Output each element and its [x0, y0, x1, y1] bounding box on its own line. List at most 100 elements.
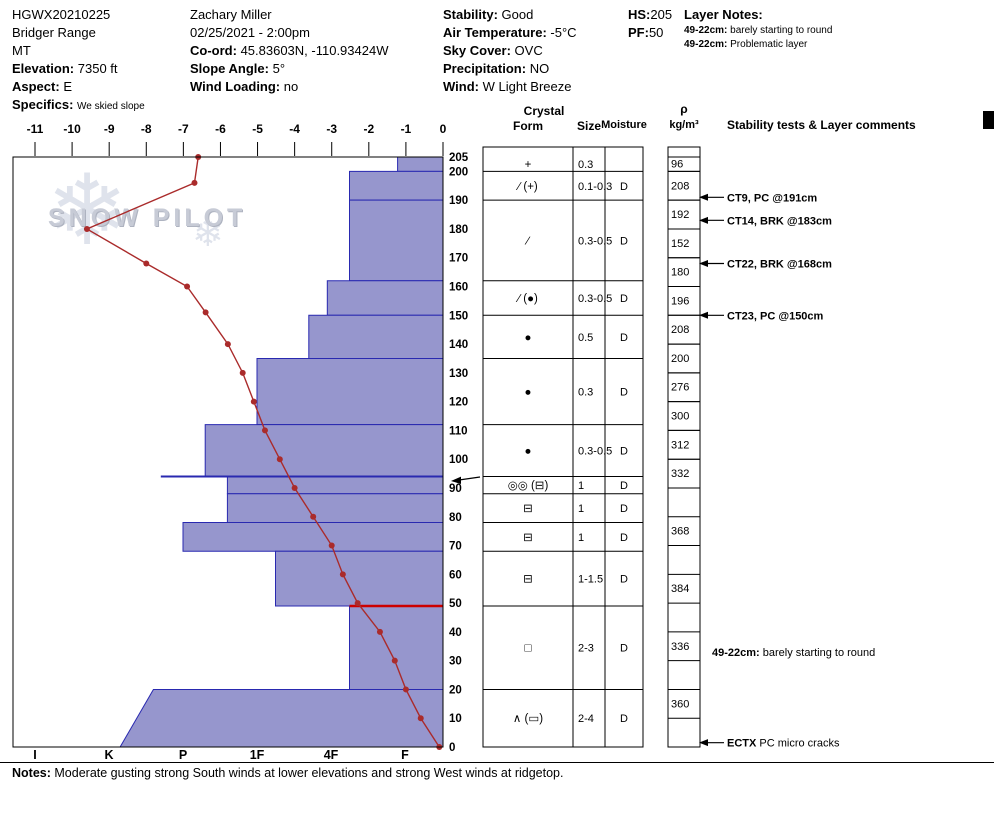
layer-size: 0.1-0.3: [578, 181, 612, 193]
depth-tick-label: 50: [449, 598, 462, 610]
temperature-point: [184, 283, 191, 290]
hardness-layer-bar: [275, 550, 444, 607]
comment-arrowhead: [699, 311, 708, 319]
density-value: 96: [671, 159, 683, 171]
depth-tick-label: 30: [449, 656, 462, 668]
wind-loading-row: Wind Loading: no: [190, 78, 388, 96]
depth-tick-label: 170: [449, 253, 468, 265]
notes-label: Notes:: [12, 766, 51, 780]
temperature-point: [83, 225, 90, 232]
elevation-value: 7350 ft: [77, 61, 118, 76]
layer-note: 49-22cm: Problematic layer: [684, 39, 808, 50]
density-value: 332: [671, 468, 689, 480]
layer-size: 1: [578, 503, 584, 515]
hardness-layer-bar: [204, 424, 444, 477]
density-value: 180: [671, 267, 689, 279]
observer-name: Zachary Miller: [190, 7, 272, 22]
depth-tick-label: 110: [449, 425, 468, 437]
layer-form: ∕ (+): [515, 181, 538, 193]
header-hs-pf-block: HS:205 PF:50: [628, 6, 672, 42]
hs-label: HS:: [628, 7, 651, 22]
hardness-layer-bar: [182, 522, 444, 552]
hardness-layer-bar: [119, 688, 444, 748]
row-pointer-arrow: [458, 476, 481, 481]
layer-moisture: D: [620, 332, 628, 344]
precipitation-label: Precipitation:: [443, 61, 527, 76]
depth-tick-label: 90: [449, 483, 462, 495]
hardness-layer-bar: [349, 199, 444, 282]
temp-tick-label: -11: [27, 122, 44, 136]
temp-tick-label: -4: [289, 122, 300, 136]
depth-tick-label: 200: [449, 166, 468, 178]
layer-form: +: [525, 159, 532, 171]
temperature-point: [339, 571, 346, 578]
layer-moisture: D: [620, 293, 628, 305]
table-header-comments: Stability tests & Layer comments: [727, 118, 916, 132]
temp-tick-label: -3: [326, 122, 337, 136]
layer-size: 0.3-0.5: [578, 446, 612, 458]
stability-label: Stability:: [443, 7, 498, 22]
depth-tick-label: 140: [449, 339, 468, 351]
temperature-point: [376, 628, 383, 635]
header-location-block: HGWX20210225 Bridger Range MT Elevation:…: [12, 6, 145, 116]
precipitation-row: Precipitation: NO: [443, 60, 577, 78]
wind-value: W Light Breeze: [482, 79, 572, 94]
layer-moisture: D: [620, 480, 628, 492]
snowflake-icon: ❄: [46, 154, 129, 268]
hardness-layer-bar: [326, 280, 444, 316]
wind-row: Wind: W Light Breeze: [443, 78, 577, 96]
layer-form: ∕: [524, 235, 531, 247]
coord-row: Co-ord: 45.83603N, -110.93424W: [190, 42, 388, 60]
sky-cover-label: Sky Cover:: [443, 43, 511, 58]
header-layer-notes-block: Layer Notes: 49-22cm: barely starting to…: [684, 6, 832, 52]
layer-size: 0.3: [578, 387, 593, 399]
slope-angle-value: 5°: [272, 61, 286, 76]
layer-note: 49-22cm: barely starting to round: [684, 25, 833, 36]
corner-mark: [983, 111, 994, 129]
depth-tick-label: 70: [449, 541, 462, 553]
layer-form: ⊟: [523, 503, 533, 515]
hardness-layer-bar: [308, 314, 444, 359]
table-header-form: Form: [513, 119, 543, 133]
hardness-layer-bar: [349, 605, 444, 690]
density-value: 152: [671, 238, 689, 250]
layer-form: ●: [525, 446, 532, 458]
temp-tick-label: -8: [141, 122, 152, 136]
hardness-layer-bar: [349, 170, 444, 201]
layer-size: 0.5: [578, 332, 593, 344]
layer-size: 2-3: [578, 643, 594, 655]
row-pointer-arrowhead: [451, 476, 461, 484]
temperature-point: [202, 309, 209, 316]
wind-label: Wind:: [443, 79, 479, 94]
crystal-table-border: [482, 146, 644, 748]
range-name: Bridger Range: [12, 25, 96, 40]
layer-form: ∕ (●): [515, 293, 538, 305]
layer-form: ⊟: [523, 532, 533, 544]
hs-value: 205: [650, 7, 673, 22]
comment-arrowhead: [699, 739, 708, 747]
pf-label: PF:: [628, 25, 649, 40]
density-value: 208: [671, 180, 689, 192]
specifics-label: Specifics:: [12, 97, 74, 112]
density-column-border: [667, 146, 701, 748]
temp-tick-label: -7: [178, 122, 189, 136]
elevation-row: Elevation: 7350 ft: [12, 60, 145, 78]
depth-tick-label: 10: [449, 713, 462, 725]
table-header-rho: ρ: [680, 102, 688, 116]
pit-id: HGWX20210225: [12, 7, 111, 22]
comment-arrowhead: [699, 259, 708, 267]
hardness-layer-bar: [256, 357, 444, 426]
slope-angle-label: Slope Angle:: [190, 61, 269, 76]
table-header-crystal: Crystal: [523, 104, 565, 118]
temperature-point: [402, 686, 409, 693]
hardness-tick-label: P: [179, 748, 187, 762]
depth-tick-label: 0: [449, 742, 455, 754]
density-value: 384: [671, 583, 689, 595]
temperature-point: [261, 427, 268, 434]
density-value: 192: [671, 209, 689, 221]
snowpilot-watermark: ❄ ❄ SNOW PILOT: [42, 162, 272, 285]
stability-comment: 49-22cm: barely starting to round: [712, 647, 875, 659]
layer-size: 1: [578, 532, 584, 544]
